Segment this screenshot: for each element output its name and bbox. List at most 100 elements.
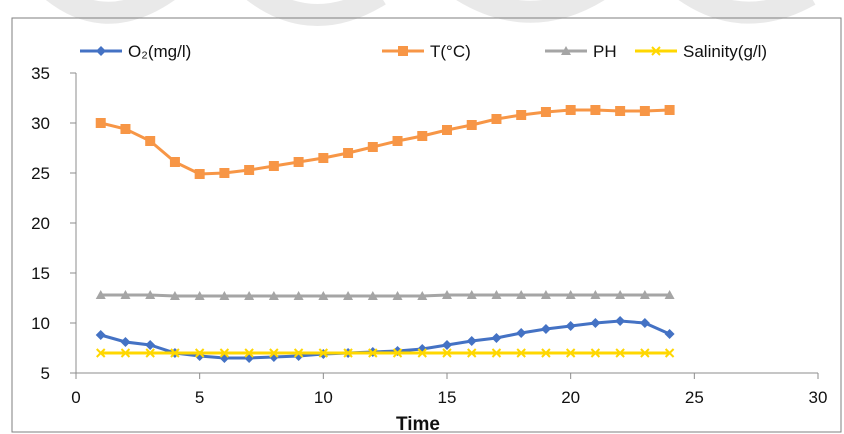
data-point <box>95 330 106 340</box>
data-point <box>442 348 452 358</box>
data-point <box>367 291 378 300</box>
data-point <box>466 120 477 130</box>
data-point <box>466 336 477 346</box>
data-point <box>219 168 230 178</box>
data-point <box>318 291 329 300</box>
data-point <box>516 110 527 120</box>
data-point <box>268 161 279 171</box>
series-3 <box>96 348 675 358</box>
data-point <box>120 290 131 299</box>
data-point <box>516 290 527 299</box>
data-point <box>293 291 304 300</box>
data-point <box>516 328 527 338</box>
y-tick-label: 15 <box>31 264 50 283</box>
data-point <box>219 348 230 358</box>
data-point <box>145 136 156 146</box>
y-tick-label: 5 <box>41 364 50 383</box>
series-layer <box>95 105 675 363</box>
y-tick-label: 10 <box>31 314 50 333</box>
data-point <box>466 290 477 299</box>
legend-item: Salinity(g/l) <box>635 42 767 61</box>
y-tick-label: 25 <box>31 164 50 183</box>
data-point <box>293 157 304 167</box>
data-point <box>293 348 304 358</box>
data-point <box>343 291 354 300</box>
data-point <box>540 290 551 299</box>
data-point <box>491 290 502 299</box>
legend-item: O₂(mg/l) <box>80 42 191 61</box>
data-point <box>392 291 403 300</box>
data-point <box>664 329 675 339</box>
data-point <box>639 318 650 328</box>
data-point <box>169 157 180 167</box>
data-point <box>120 348 131 358</box>
x-tick-label: 0 <box>71 388 80 407</box>
data-point <box>318 153 329 163</box>
y-tick-label: 35 <box>31 64 50 83</box>
data-point <box>565 105 576 115</box>
data-point <box>442 290 452 299</box>
data-point <box>565 321 576 331</box>
x-tick-label: 15 <box>438 388 457 407</box>
series-line <box>100 108 670 176</box>
data-point <box>442 125 452 135</box>
data-point <box>615 316 626 326</box>
data-point <box>664 348 675 358</box>
data-point <box>664 105 675 115</box>
data-point <box>651 46 661 56</box>
x-tick-label: 20 <box>561 388 580 407</box>
data-point <box>640 348 650 358</box>
data-point <box>639 290 650 299</box>
data-point <box>145 290 156 299</box>
x-tick-label: 5 <box>195 388 204 407</box>
legend-label: T(°C) <box>430 42 471 61</box>
data-point <box>561 46 571 55</box>
data-point <box>417 291 428 300</box>
data-point <box>516 348 526 358</box>
x-axis-ticks: 0 5 10 15 20 25 30 <box>71 373 827 407</box>
y-tick-label: 20 <box>31 214 50 233</box>
data-point <box>367 142 378 152</box>
series-line <box>100 293 670 298</box>
series-2 <box>95 290 675 300</box>
data-point <box>398 46 408 56</box>
legend-label: PH <box>593 42 617 61</box>
data-point <box>219 291 230 300</box>
data-point <box>170 348 180 358</box>
x-tick-label: 30 <box>809 388 828 407</box>
data-point <box>442 340 452 350</box>
data-point <box>169 291 180 300</box>
data-point <box>615 348 625 358</box>
data-point <box>343 348 353 358</box>
data-point <box>244 165 255 175</box>
data-point <box>194 169 205 179</box>
data-point <box>96 46 106 56</box>
data-point <box>95 290 106 299</box>
watermark <box>46 0 816 26</box>
data-point <box>491 333 502 343</box>
data-point <box>145 340 156 350</box>
y-axis-ticks: 5 10 15 20 25 30 35 <box>31 64 76 383</box>
data-point <box>95 118 106 128</box>
legend-item: T(°C) <box>382 42 471 61</box>
data-point <box>639 106 650 116</box>
legend: O₂(mg/l) T(°C) PH Salinity(g/l) <box>80 42 767 61</box>
axes <box>75 73 818 374</box>
data-point <box>368 348 378 358</box>
data-point <box>590 290 601 299</box>
data-point <box>541 348 551 358</box>
legend-item: PH <box>545 42 617 61</box>
data-point <box>615 106 626 116</box>
data-point <box>343 148 354 158</box>
data-point <box>590 318 601 328</box>
data-point <box>268 291 279 300</box>
data-point <box>467 348 477 358</box>
legend-label: O₂(mg/l) <box>128 42 191 61</box>
legend-label: Salinity(g/l) <box>683 42 767 61</box>
x-tick-label: 10 <box>314 388 333 407</box>
data-point <box>540 107 551 117</box>
y-tick-label: 30 <box>31 114 50 133</box>
data-point <box>318 348 329 358</box>
data-point <box>540 324 551 334</box>
